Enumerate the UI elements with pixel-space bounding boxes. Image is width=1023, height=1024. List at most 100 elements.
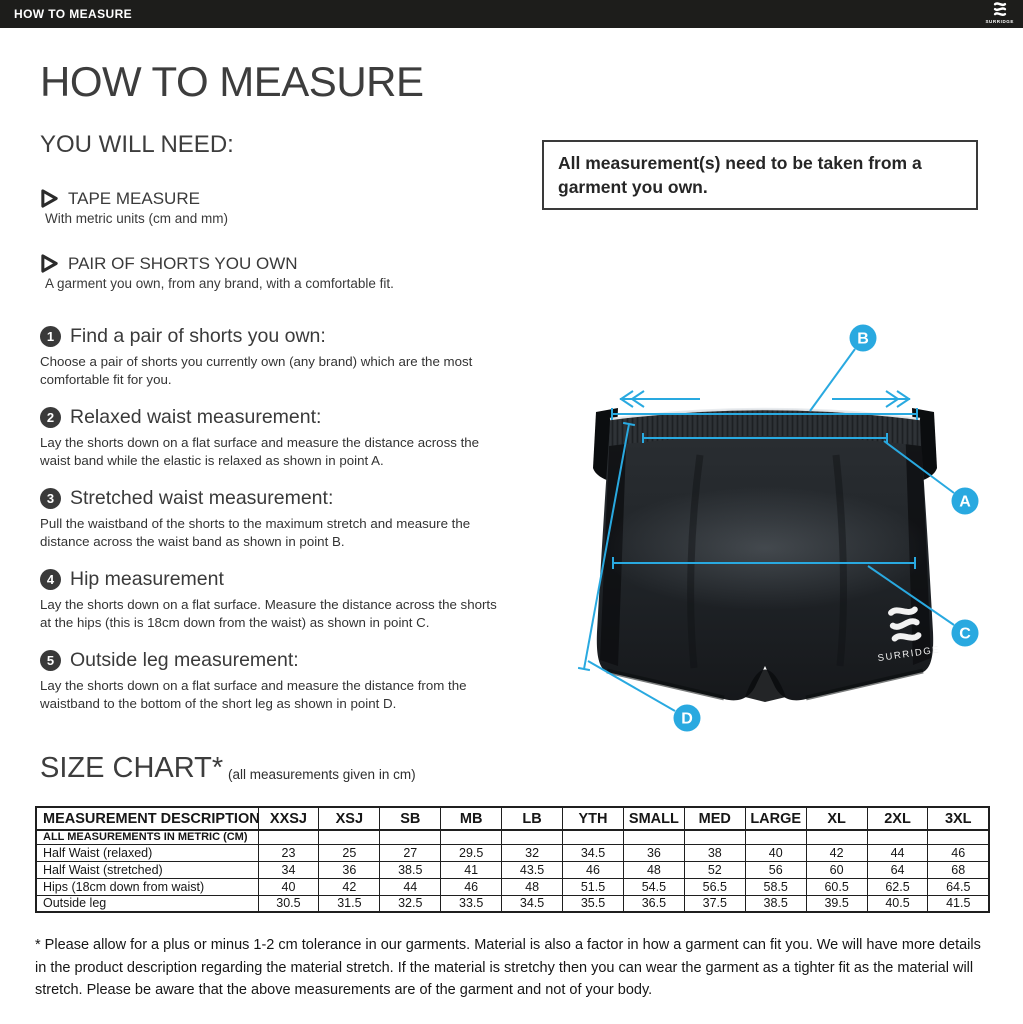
size-chart-value-cell: 44 <box>379 877 442 896</box>
callout-c-label: C <box>959 626 971 643</box>
need-item: PAIR OF SHORTS YOU OWN A garment you own… <box>40 253 520 318</box>
size-chart-value-cell: 56.5 <box>683 877 746 896</box>
measurement-note-box: All measurement(s) need to be taken from… <box>542 140 978 210</box>
size-chart-value-cell: 38.5 <box>744 894 807 913</box>
step-item: 2 Relaxed waist measurement: Lay the sho… <box>40 406 520 487</box>
size-chart-value-cell: 39.5 <box>805 894 868 913</box>
size-chart-value-cell: 25 <box>318 843 381 862</box>
size-chart-empty-cell <box>622 829 685 845</box>
size-chart-empty-cell <box>318 829 381 845</box>
size-chart-value-cell: 62.5 <box>866 877 929 896</box>
triangle-bullet-icon <box>41 254 58 273</box>
size-chart-value-cell: 32.5 <box>379 894 442 913</box>
tolerance-footnote: * Please allow for a plus or minus 1-2 c… <box>35 937 981 998</box>
step-number-badge: 3 <box>40 488 61 509</box>
step-item: 1 Find a pair of shorts you own: Choose … <box>40 325 520 406</box>
size-chart-column-header: SB <box>379 806 442 831</box>
surridge-s-icon <box>993 2 1006 17</box>
size-chart-column-header: SMALL <box>622 806 685 831</box>
size-chart-column-header: YTH <box>562 806 624 831</box>
size-chart-body: ALL MEASUREMENTS IN METRIC (CM) Half Wais… <box>35 829 990 913</box>
size-chart-row-label: Half Waist (stretched) <box>35 860 259 879</box>
size-chart-row-label: Hips (18cm down from waist) <box>35 877 259 896</box>
size-chart-value-cell: 68 <box>927 860 990 879</box>
size-chart-value-cell: 40 <box>744 843 807 862</box>
size-chart-value-cell: 23 <box>257 843 320 862</box>
size-chart-value-cell: 46 <box>562 860 624 879</box>
step-description: Lay the shorts down on a flat surface an… <box>40 678 467 711</box>
size-chart-unit-row: ALL MEASUREMENTS IN METRIC (CM) <box>35 829 990 845</box>
size-chart-empty-cell <box>440 829 503 845</box>
size-chart-column-header: MB <box>440 806 503 831</box>
callout-a-circle <box>951 487 979 515</box>
size-chart-table: MEASUREMENT DESCRIPTION XXSJ XSJ SB MB LB YTH S… <box>35 806 990 913</box>
top-bar: HOW TO MEASURE SURRIDGE <box>0 0 1023 28</box>
size-chart-column-header: MED <box>683 806 746 831</box>
size-chart-column-header: LARGE <box>744 806 807 831</box>
step-description: Choose a pair of shorts you currently ow… <box>40 354 473 387</box>
size-chart-value-cell: 58.5 <box>744 877 807 896</box>
need-item: TAPE MEASURE With metric units (cm and m… <box>40 188 520 253</box>
size-chart-heading: SIZE CHART* <box>40 752 224 784</box>
callout-b-label: B <box>857 331 869 348</box>
step-number-badge: 5 <box>40 650 61 671</box>
step-number-badge: 4 <box>40 569 61 590</box>
size-chart-value-cell: 37.5 <box>683 894 746 913</box>
size-chart-value-cell: 34.5 <box>501 894 564 913</box>
size-chart-value-cell: 51.5 <box>562 877 624 896</box>
shorts-sheen <box>600 486 930 610</box>
size-chart-value-cell: 40.5 <box>866 894 929 913</box>
callout-b-circle <box>849 324 877 352</box>
size-chart-value-cell: 42 <box>318 877 381 896</box>
size-chart-value-cell: 41.5 <box>927 894 990 913</box>
size-chart-column-header: 3XL <box>927 806 990 831</box>
need-item-label: PAIR OF SHORTS YOU OWN <box>68 253 298 273</box>
measurement-callouts: B A C D <box>673 324 979 732</box>
size-chart-empty-cell <box>683 829 746 845</box>
size-chart-value-cell: 34 <box>257 860 320 879</box>
size-chart-value-cell: 35.5 <box>562 894 624 913</box>
size-chart-row-label: Half Waist (relaxed) <box>35 843 259 862</box>
size-chart-data-row: Half Waist (relaxed) 23 25 27 29.5 32 34.5 36 38… <box>35 843 990 862</box>
size-chart-value-cell: 42 <box>805 843 868 862</box>
measurement-note-text: All measurement(s) need to be taken from… <box>558 153 922 197</box>
step-item: 4 Hip measurement Lay the shorts down on… <box>40 568 520 649</box>
size-chart-data-row: Hips (18cm down from waist) 40 42 44 46 48 51.… <box>35 877 990 896</box>
size-chart-value-cell: 34.5 <box>562 843 624 862</box>
size-chart-empty-cell <box>257 829 320 845</box>
size-chart-value-cell: 64.5 <box>927 877 990 896</box>
size-chart-empty-cell <box>927 829 990 845</box>
size-chart-data-row: Outside leg 30.5 31.5 32.5 33.5 34.5 35.5 36.5 3… <box>35 894 990 913</box>
you-will-need-list: TAPE MEASURE With metric units (cm and m… <box>40 188 520 318</box>
size-chart-value-cell: 60 <box>805 860 868 879</box>
step-description: Lay the shorts down on a flat surface. M… <box>40 597 497 630</box>
measurement-lines <box>577 348 955 712</box>
size-chart-value-cell: 38.5 <box>379 860 442 879</box>
size-chart-column-header: XXSJ <box>257 806 320 831</box>
need-item-description: A garment you own, from any brand, with … <box>45 276 394 291</box>
size-chart-empty-cell <box>562 829 624 845</box>
step-title: Find a pair of shorts you own: <box>70 325 326 347</box>
size-chart-empty-cell <box>805 829 868 845</box>
size-chart-value-cell: 31.5 <box>318 894 381 913</box>
step-item: 3 Stretched waist measurement: Pull the … <box>40 487 520 568</box>
size-chart-value-cell: 54.5 <box>622 877 685 896</box>
step-item: 5 Outside leg measurement: Lay the short… <box>40 649 520 730</box>
size-chart-value-cell: 36 <box>318 860 381 879</box>
size-chart-empty-cell <box>501 829 564 845</box>
size-chart-value-cell: 36.5 <box>622 894 685 913</box>
size-chart-empty-cell <box>744 829 807 845</box>
step-title: Stretched waist measurement: <box>70 487 334 509</box>
size-chart-column-header: 2XL <box>866 806 929 831</box>
callout-d-label: D <box>681 711 693 728</box>
size-chart-column-header: MEASUREMENT DESCRIPTION <box>35 806 259 831</box>
steps-list: 1 Find a pair of shorts you own: Choose … <box>40 325 520 730</box>
size-chart-value-cell: 48 <box>501 877 564 896</box>
size-chart-value-cell: 44 <box>866 843 929 862</box>
size-chart-value-cell: 43.5 <box>501 860 564 879</box>
size-chart-value-cell: 40 <box>257 877 320 896</box>
need-item-description: With metric units (cm and mm) <box>45 211 229 226</box>
size-chart-value-cell: 64 <box>866 860 929 879</box>
size-chart-value-cell: 38 <box>683 843 746 862</box>
